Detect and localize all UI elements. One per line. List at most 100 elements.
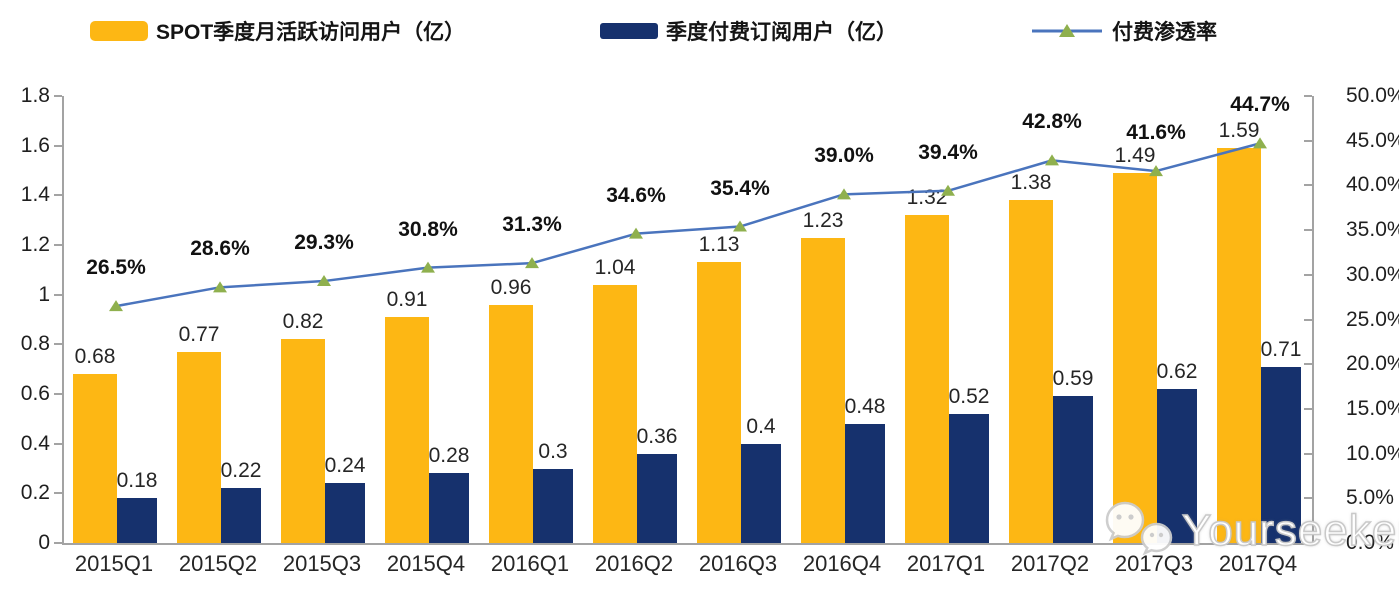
left-axis-tick [54, 542, 62, 544]
y-right-tick-label: 10.0% [1346, 441, 1399, 465]
paid-bar [533, 468, 573, 543]
mau-value-label: 0.77 [178, 322, 220, 346]
x-tick-label: 2016Q4 [802, 551, 882, 576]
mau-value-label: 1.23 [802, 208, 844, 232]
left-axis-tick [54, 194, 62, 197]
right-axis-tick [1304, 95, 1312, 97]
penetration-line-layer [109, 137, 1267, 312]
penetration-value-label: 42.8% [1022, 110, 1082, 134]
penetration-value-label: 41.6% [1126, 121, 1186, 145]
y-left-tick-label: 1.8 [20, 84, 50, 107]
right-axis-tick [1304, 497, 1312, 500]
paid-bar [429, 473, 469, 543]
legend-label-paid: 季度付费订阅用户（亿） [666, 21, 897, 44]
x-tick-label: 2016Q3 [698, 551, 778, 576]
paid-value-label: 0.18 [116, 469, 158, 493]
x-tick-label: 2016Q2 [594, 551, 674, 576]
left-axis-tick [54, 144, 62, 147]
mau-bar [73, 374, 117, 543]
penetration-marker [1253, 137, 1267, 149]
paid-value-label: 0.62 [1156, 360, 1198, 384]
paid-bar [949, 413, 989, 543]
x-tick-label: 2017Q2 [1010, 551, 1090, 576]
legend-label-penetration: 付费渗透率 [1112, 21, 1217, 44]
penetration-value-label: 28.6% [190, 237, 250, 261]
penetration-marker [109, 300, 123, 312]
paid-bar [221, 488, 261, 543]
paid-value-label: 0.24 [324, 454, 366, 478]
y-left-tick-label: 1.4 [20, 183, 50, 207]
x-tick-label: 2017Q3 [1114, 551, 1194, 576]
mau-bar [177, 351, 221, 543]
y-left-tick-label: 0.6 [20, 382, 50, 405]
right-axis-tick [1304, 452, 1312, 455]
penetration-marker [629, 227, 643, 239]
mau-bar [489, 304, 533, 543]
penetration-value-label: 30.8% [398, 217, 458, 241]
left-axis-tick [54, 492, 62, 495]
paid-bar [1053, 396, 1093, 543]
x-tick-label: 2015Q1 [74, 551, 154, 576]
penetration-marker [525, 257, 539, 269]
y-right-tick-label: 40.0% [1346, 173, 1399, 197]
y-left-tick-label: 1 [38, 282, 50, 306]
penetration-marker [1045, 154, 1059, 166]
y-left-tick-label: 0 [38, 531, 50, 554]
paid-value-label: 0.28 [428, 444, 470, 468]
right-axis-tick [1304, 184, 1312, 187]
mau-value-label: 1.04 [594, 255, 636, 279]
left-axis-tick [54, 293, 62, 296]
paid-bar [1261, 366, 1301, 543]
y-left-tick-label: 0.4 [20, 431, 50, 455]
penetration-marker [1149, 165, 1163, 177]
penetration-marker [837, 188, 851, 200]
y-right-tick-label: 25.0% [1346, 307, 1399, 331]
x-tick-label: 2015Q3 [282, 551, 362, 576]
watermark: Yourseeker [1104, 500, 1399, 562]
paid-value-label: 0.71 [1260, 337, 1302, 361]
penetration-value-label: 26.5% [86, 256, 146, 280]
x-tick-label: 2015Q2 [178, 551, 258, 576]
paid-value-label: 0.59 [1052, 367, 1094, 391]
penetration-value-label: 44.7% [1230, 93, 1290, 117]
legend-label-mau: SPOT季度月活跃访问用户（亿） [156, 21, 466, 44]
y-right-tick-label: 0.0% [1346, 531, 1394, 554]
mau-bar [593, 284, 637, 543]
y-left-tick-label: 1.2 [20, 233, 50, 256]
paid-bar [741, 443, 781, 543]
left-axis-labels: 1.8 1.6 1.4 1.2 1 0.8 0.6 0.4 0.2 0 [0, 84, 52, 554]
mau-value-label: 0.68 [74, 345, 116, 369]
plot-area: 0.68 0.18 0.77 0.22 0.82 0.24 0.91 0.28 0.96 0.3 1… [54, 93, 1314, 545]
mau-bar [1113, 172, 1157, 543]
mau-bar [801, 237, 845, 543]
mau-bar [697, 262, 741, 543]
mau-bar [1009, 200, 1053, 543]
penetration-value-label: 34.6% [606, 183, 666, 207]
left-axis-tick [54, 95, 62, 97]
mau-value-label: 0.82 [282, 310, 324, 334]
penetration-value-label: 39.4% [918, 140, 978, 164]
paid-bar [845, 423, 885, 543]
y-right-tick-label: 50.0% [1346, 84, 1399, 107]
penetration-value-label: 31.3% [502, 213, 562, 237]
y-left-tick-label: 0.8 [20, 332, 50, 356]
y-right-tick-label: 35.0% [1346, 218, 1399, 242]
x-tick-label: 2017Q1 [906, 551, 986, 576]
y-right-tick-label: 45.0% [1346, 128, 1399, 152]
right-axis-tick [1304, 363, 1312, 366]
legend-swatch-mau [90, 21, 148, 41]
left-axis-tick [54, 343, 62, 346]
x-axis-labels: 2015Q1 2015Q2 2015Q3 2015Q4 2016Q1 2016Q2 2016… [62, 551, 1310, 577]
x-tick-label: 2015Q4 [386, 551, 466, 576]
penetration-value-label: 29.3% [294, 231, 354, 255]
y-right-tick-label: 30.0% [1346, 262, 1399, 286]
mau-value-label: 1.13 [698, 233, 740, 257]
left-axis-tick [54, 244, 62, 246]
paid-value-label: 0.36 [636, 424, 678, 448]
right-axis-tick [1304, 542, 1312, 544]
paid-bar [325, 483, 365, 543]
paid-value-label: 0.22 [220, 459, 262, 483]
penetration-marker [317, 275, 331, 287]
x-tick-label: 2017Q4 [1218, 551, 1298, 576]
